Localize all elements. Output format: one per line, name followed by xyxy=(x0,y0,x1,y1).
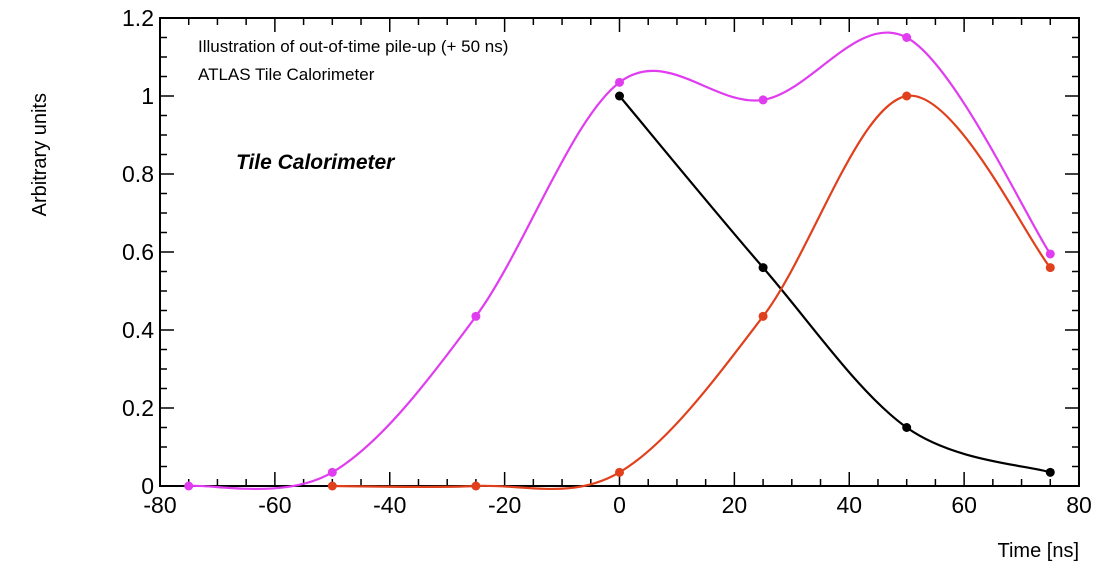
data-point xyxy=(471,481,481,491)
y-tick-label: 0 xyxy=(141,473,154,499)
series-0 xyxy=(615,91,1055,477)
series-2 xyxy=(184,31,1055,491)
series-group xyxy=(184,31,1055,491)
data-point xyxy=(327,467,337,477)
y-tick-label: 0.8 xyxy=(122,161,154,187)
data-point xyxy=(1045,467,1055,477)
annotation-tile-calorimeter: Tile Calorimeter xyxy=(236,151,396,174)
data-point xyxy=(327,481,337,491)
y-tick-label: 0.2 xyxy=(122,395,154,421)
x-tick-label: 20 xyxy=(722,492,748,518)
data-point xyxy=(184,481,194,491)
data-point xyxy=(1045,249,1055,259)
data-point xyxy=(758,263,768,273)
data-point xyxy=(902,423,912,432)
series-line xyxy=(618,95,1051,474)
x-tick-label: -40 xyxy=(373,492,406,518)
axes: -80 -60 -40 -20 0 20 40 60 80 0 0.2 0.4 0.6 0.8 1 1.2 xyxy=(122,5,1092,518)
y-axis-title: Arbitrary units xyxy=(29,93,51,216)
data-point xyxy=(758,311,768,321)
series-line xyxy=(332,94,1052,491)
y-tick-label: 1 xyxy=(141,83,154,109)
x-tick-label: -20 xyxy=(488,492,521,518)
data-point xyxy=(758,95,768,105)
x-tick-label: -60 xyxy=(258,492,291,518)
x-tick-label: 0 xyxy=(613,492,626,518)
y-tick-label: 0.4 xyxy=(122,317,154,343)
data-point xyxy=(902,91,912,101)
data-point xyxy=(615,77,624,87)
annotation-illustration: Illustration of out-of-time pile-up (+ 5… xyxy=(198,37,508,56)
y-tick-label: 0.6 xyxy=(122,239,154,265)
y-tick-label: 1.2 xyxy=(122,5,154,31)
x-axis-title: Time [ns] xyxy=(998,540,1080,562)
data-point xyxy=(615,467,624,477)
x-tick-label: 80 xyxy=(1066,492,1092,518)
data-point xyxy=(615,91,624,101)
x-tick-label: -80 xyxy=(143,492,176,518)
data-point xyxy=(471,311,481,321)
data-point xyxy=(1045,263,1055,273)
x-tick-label: 60 xyxy=(951,492,977,518)
x-tick-label: 40 xyxy=(836,492,862,518)
plot-frame xyxy=(159,17,1080,487)
data-point xyxy=(902,33,912,42)
series-1 xyxy=(327,91,1055,491)
annotation-atlas: ATLAS Tile Calorimeter xyxy=(198,65,375,84)
series-line xyxy=(188,31,1052,491)
